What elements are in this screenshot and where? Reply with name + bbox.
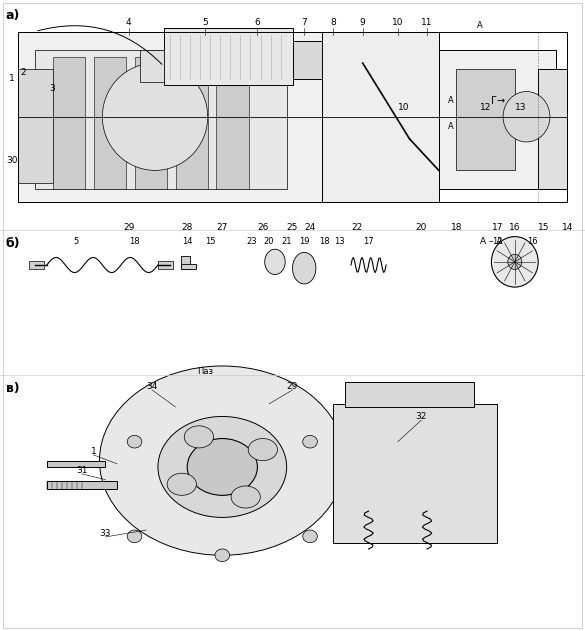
Text: А: А [448, 122, 453, 131]
Text: А: А [477, 21, 483, 30]
Circle shape [491, 237, 538, 287]
Text: 18: 18 [129, 237, 140, 245]
Text: а): а) [6, 9, 20, 23]
Ellipse shape [158, 416, 287, 517]
Ellipse shape [248, 439, 277, 461]
Text: 9: 9 [360, 18, 366, 27]
Text: А – А: А – А [480, 237, 502, 245]
Text: 29: 29 [123, 223, 135, 232]
Text: 2: 2 [20, 68, 26, 77]
Text: 26: 26 [257, 223, 269, 232]
Text: 7: 7 [301, 18, 307, 27]
Text: 23: 23 [246, 237, 257, 245]
Ellipse shape [215, 416, 229, 429]
Text: 33: 33 [99, 529, 111, 538]
Text: 29: 29 [287, 382, 298, 391]
Text: 16: 16 [527, 237, 538, 245]
Bar [292, 41, 363, 79]
Text: 14: 14 [182, 237, 192, 245]
Text: 1: 1 [91, 447, 97, 456]
Bar [322, 32, 439, 202]
Bar [538, 69, 567, 189]
Text: 17: 17 [491, 223, 503, 232]
Bar [29, 261, 44, 269]
Text: б): б) [6, 237, 20, 250]
Bar [158, 261, 173, 269]
Ellipse shape [99, 366, 345, 555]
Text: 30: 30 [6, 156, 18, 165]
Text: 28: 28 [181, 223, 193, 232]
Text: 24: 24 [304, 223, 316, 232]
Text: 13: 13 [334, 237, 345, 245]
Bar [35, 50, 287, 189]
Text: Г→: Г→ [491, 96, 505, 106]
Bar [18, 32, 322, 202]
Text: 8: 8 [331, 18, 336, 27]
Bar [47, 481, 117, 489]
Bar [333, 404, 497, 543]
Ellipse shape [215, 549, 229, 562]
Bar [345, 382, 474, 407]
Text: 31: 31 [76, 466, 88, 475]
Ellipse shape [303, 530, 317, 543]
Ellipse shape [187, 439, 257, 495]
Ellipse shape [128, 435, 142, 448]
Text: 6: 6 [254, 18, 260, 27]
Text: 5: 5 [202, 18, 208, 27]
Text: 18: 18 [319, 237, 330, 245]
Circle shape [503, 91, 550, 142]
Text: 32: 32 [415, 412, 427, 421]
Ellipse shape [102, 63, 208, 170]
Text: 15: 15 [538, 223, 550, 232]
Text: 21: 21 [281, 237, 292, 245]
Text: 10: 10 [392, 18, 404, 27]
Bar [164, 28, 292, 85]
Text: 27: 27 [216, 223, 228, 232]
Ellipse shape [292, 252, 316, 284]
Text: 3: 3 [50, 84, 56, 93]
Text: 19: 19 [299, 237, 309, 245]
Text: 12: 12 [492, 237, 503, 245]
Text: 17: 17 [363, 237, 374, 245]
Text: 12: 12 [480, 103, 491, 112]
Bar [47, 461, 105, 467]
Text: 22: 22 [351, 223, 363, 232]
Text: 11: 11 [421, 18, 433, 27]
Text: 15: 15 [205, 237, 216, 245]
Bar [53, 57, 85, 189]
Text: А: А [448, 97, 453, 105]
Text: 20: 20 [264, 237, 274, 245]
Text: 13: 13 [515, 103, 526, 112]
Text: 5: 5 [74, 237, 78, 245]
Circle shape [508, 254, 522, 269]
Text: Паз: Паз [197, 367, 213, 376]
Text: 1: 1 [9, 74, 15, 83]
Bar [94, 57, 126, 189]
Bar [18, 69, 53, 183]
Ellipse shape [184, 426, 214, 448]
Ellipse shape [303, 435, 317, 448]
Bar [181, 264, 196, 269]
Ellipse shape [128, 530, 142, 543]
Text: 14: 14 [562, 223, 573, 232]
Bar [456, 69, 515, 170]
Ellipse shape [167, 473, 197, 495]
Bar [181, 256, 190, 269]
Bar [439, 50, 556, 189]
Bar [176, 57, 208, 189]
Bar [216, 57, 249, 189]
Text: 4: 4 [126, 18, 132, 27]
Bar [135, 57, 167, 189]
Bar [140, 50, 164, 82]
Text: 18: 18 [450, 223, 462, 232]
Text: 20: 20 [415, 223, 427, 232]
Ellipse shape [264, 249, 285, 274]
Text: 25: 25 [287, 223, 298, 232]
Text: в): в) [6, 382, 19, 395]
Text: 10: 10 [398, 103, 409, 112]
Text: 34: 34 [146, 382, 158, 391]
Text: 16: 16 [509, 223, 521, 232]
Ellipse shape [231, 486, 260, 508]
